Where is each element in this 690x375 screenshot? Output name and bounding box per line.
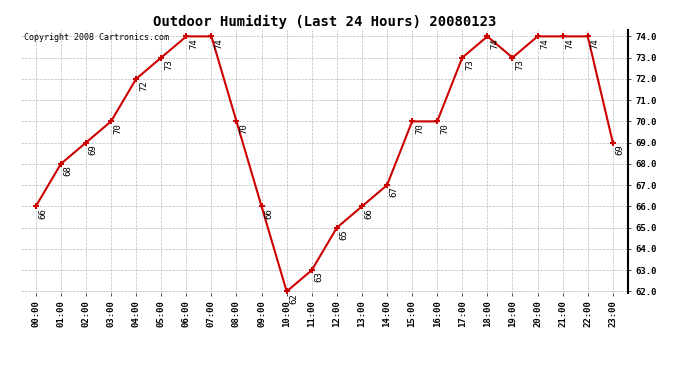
Text: 74: 74 [490, 38, 499, 48]
Text: 70: 70 [114, 123, 123, 134]
Text: 72: 72 [139, 80, 148, 91]
Text: 74: 74 [565, 38, 575, 48]
Text: 69: 69 [615, 144, 624, 155]
Text: 66: 66 [264, 208, 273, 219]
Title: Outdoor Humidity (Last 24 Hours) 20080123: Outdoor Humidity (Last 24 Hours) 2008012… [152, 15, 496, 29]
Text: 66: 66 [365, 208, 374, 219]
Text: 67: 67 [390, 186, 399, 197]
Text: 68: 68 [63, 165, 72, 176]
Text: 73: 73 [164, 59, 173, 70]
Text: 63: 63 [315, 272, 324, 282]
Text: 62: 62 [289, 293, 299, 304]
Text: 66: 66 [39, 208, 48, 219]
Text: 70: 70 [440, 123, 449, 134]
Text: 74: 74 [540, 38, 549, 48]
Text: 70: 70 [239, 123, 248, 134]
Text: 74: 74 [214, 38, 223, 48]
Text: 73: 73 [465, 59, 474, 70]
Text: 73: 73 [515, 59, 524, 70]
Text: Copyright 2008 Cartronics.com: Copyright 2008 Cartronics.com [23, 33, 169, 42]
Text: 74: 74 [591, 38, 600, 48]
Text: 69: 69 [89, 144, 98, 155]
Text: 74: 74 [189, 38, 198, 48]
Text: 70: 70 [415, 123, 424, 134]
Text: 65: 65 [339, 229, 348, 240]
